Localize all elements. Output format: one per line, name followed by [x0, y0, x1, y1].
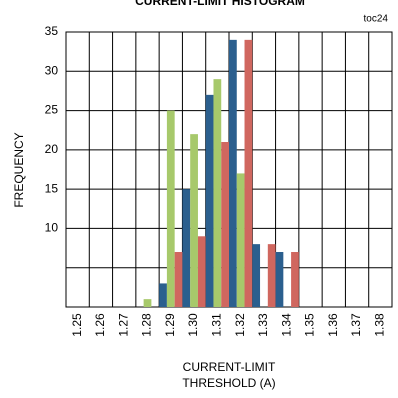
- x-tick-label: 1.27: [116, 313, 130, 337]
- bar: [275, 252, 284, 307]
- bar: [236, 173, 245, 307]
- x-tick-label: 1.33: [256, 313, 270, 337]
- bar: [190, 134, 198, 307]
- bar: [197, 236, 206, 307]
- bar: [182, 189, 191, 307]
- x-tick-label: 1.31: [210, 313, 224, 337]
- bar: [205, 94, 214, 307]
- y-tick-label: 30: [45, 63, 59, 77]
- annotation: toc24: [364, 14, 389, 25]
- x-tick-label: 1.32: [233, 313, 247, 337]
- y-tick-label: 10: [45, 221, 59, 235]
- x-tick-label: 1.37: [349, 313, 363, 337]
- x-tick-label: 1.34: [279, 313, 293, 337]
- bar: [252, 244, 261, 307]
- y-tick-label: 20: [45, 142, 59, 156]
- x-axis-label: CURRENT-LIMIT: [183, 360, 276, 374]
- bar: [213, 79, 222, 308]
- x-axis-label: THRESHOLD (A): [182, 376, 275, 390]
- bar: [229, 39, 237, 307]
- bar: [291, 252, 299, 307]
- bar: [221, 142, 229, 307]
- x-tick-label: 1.26: [93, 313, 107, 337]
- x-tick-label: 1.35: [303, 313, 317, 337]
- bar: [166, 110, 175, 307]
- y-tick-label: 35: [45, 24, 59, 38]
- y-tick-label: 15: [45, 181, 59, 195]
- x-tick-label: 1.30: [186, 313, 200, 337]
- bar: [174, 252, 183, 307]
- x-tick-label: 1.28: [140, 313, 154, 337]
- bar: [143, 299, 152, 307]
- bar: [267, 244, 276, 307]
- bar: [244, 39, 253, 307]
- x-tick-label: 1.29: [163, 313, 177, 337]
- x-tick-label: 1.25: [70, 313, 84, 337]
- x-tick-label: 1.38: [373, 313, 387, 337]
- y-axis-label: FREQUENCY: [12, 132, 26, 207]
- x-tick-label: 1.36: [326, 313, 340, 337]
- y-tick-label: 25: [45, 103, 59, 117]
- bar: [159, 283, 167, 307]
- chart-title: CURRENT-LIMIT HISTOGRAM: [135, 0, 305, 8]
